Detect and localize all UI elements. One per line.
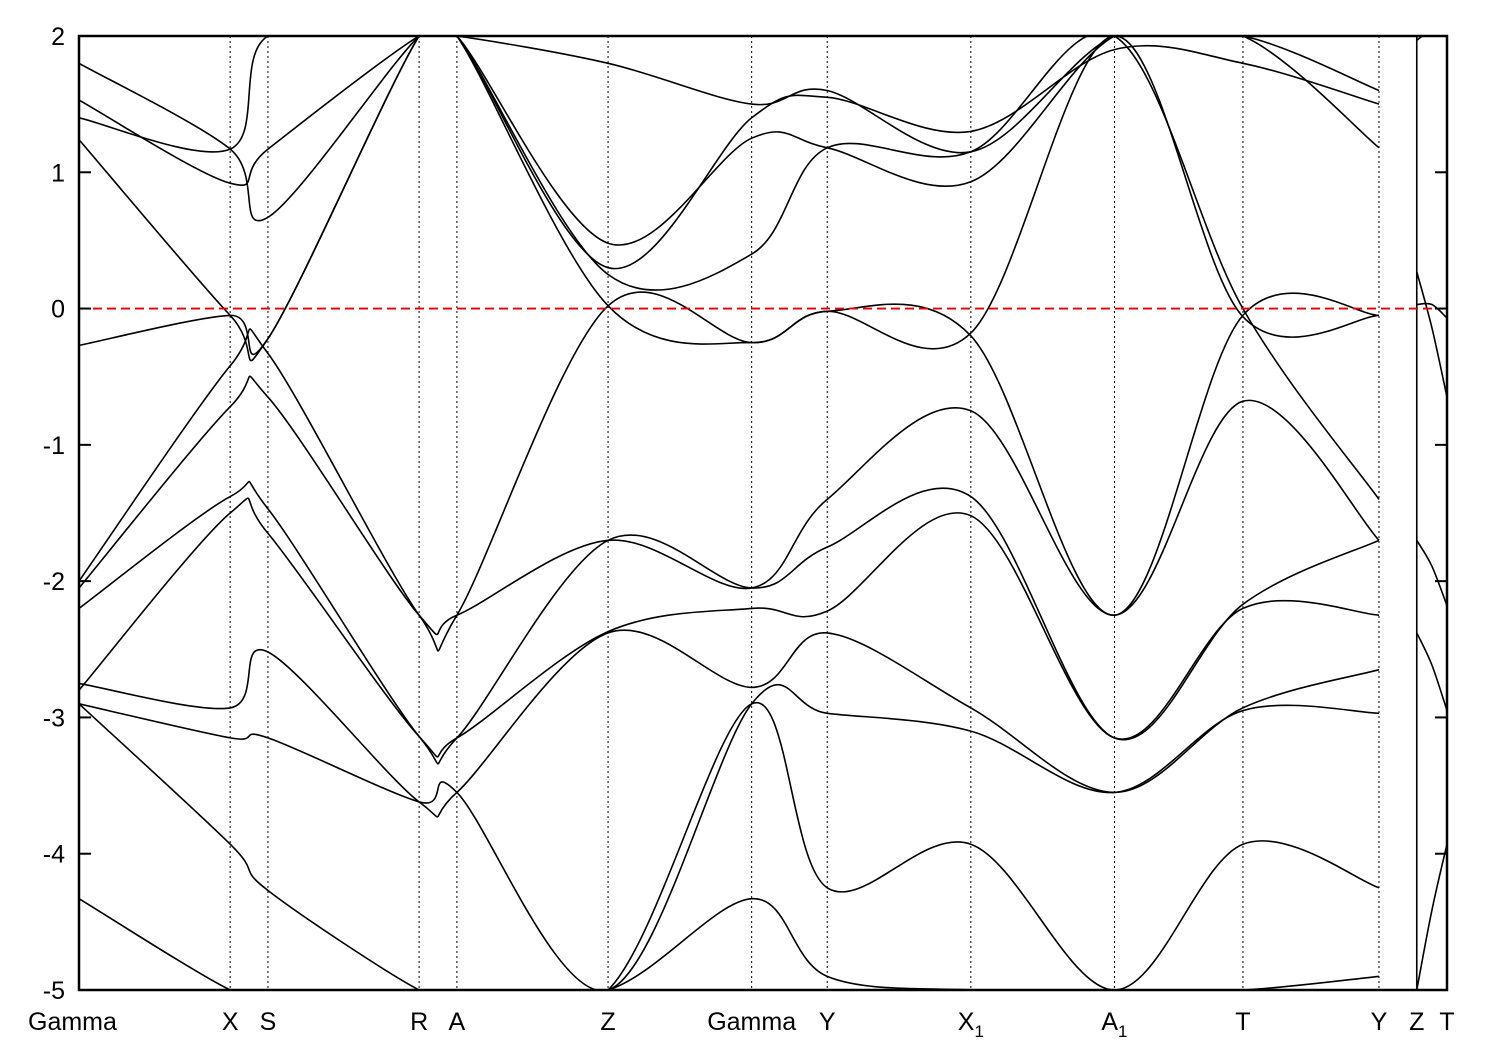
band-line bbox=[79, 36, 1380, 500]
kpoint-label: A bbox=[449, 1008, 466, 1036]
kpoint-label: Gamma bbox=[28, 1008, 117, 1036]
kpoint-label: T bbox=[1439, 1008, 1454, 1036]
band-line bbox=[1416, 302, 1447, 319]
y-tick-label: -2 bbox=[43, 568, 65, 596]
kpoint-labels: Gamma X S R A Z Gamma Y X1 A1 T Y Z T bbox=[28, 1008, 1455, 1041]
band-line bbox=[1416, 36, 1447, 41]
kpoint-label: R bbox=[410, 1008, 428, 1036]
y-tick-label: -4 bbox=[43, 841, 65, 869]
band-line bbox=[79, 497, 1380, 758]
band-line bbox=[79, 480, 1380, 765]
band-line bbox=[79, 375, 1380, 636]
y-tick-label: 0 bbox=[51, 296, 65, 324]
kpoint-label: X1 bbox=[958, 1008, 984, 1041]
kpoint-label: Y bbox=[819, 1008, 836, 1036]
kpoint-label: T bbox=[1235, 1008, 1250, 1036]
band-line bbox=[79, 36, 1380, 356]
band-line bbox=[79, 291, 1380, 652]
y-tick-label: -5 bbox=[43, 977, 65, 1005]
kpoint-label: A1 bbox=[1101, 1008, 1127, 1041]
band-line bbox=[1416, 539, 1447, 606]
band-line bbox=[79, 629, 1380, 818]
axis-ticks bbox=[79, 35, 1447, 991]
kpoint-label: X bbox=[222, 1008, 239, 1036]
y-tick-label: 2 bbox=[51, 23, 65, 51]
band-line bbox=[79, 36, 1380, 270]
plot-frame bbox=[77, 34, 1449, 992]
y-tick-label: -3 bbox=[43, 704, 65, 732]
y-tick-label: 1 bbox=[51, 159, 65, 187]
band-line bbox=[1416, 632, 1447, 711]
band-line bbox=[79, 36, 1380, 246]
kpoint-label: Z bbox=[1409, 1008, 1424, 1036]
band-line bbox=[79, 36, 1380, 222]
band-line bbox=[79, 897, 1380, 990]
band-line bbox=[1416, 844, 1447, 990]
y-tick-label: -1 bbox=[43, 432, 65, 460]
band-line bbox=[1416, 271, 1447, 398]
kpoint-label: Gamma bbox=[707, 1008, 796, 1036]
band-line bbox=[79, 701, 1380, 990]
kpoint-label: S bbox=[260, 1008, 277, 1036]
y-tick-labels: -5 -4 -3 -2 -1 0 1 2 bbox=[43, 23, 65, 1005]
kpoint-label: Z bbox=[600, 1008, 615, 1036]
band-lines bbox=[79, 36, 1447, 990]
kpoint-label: Y bbox=[1371, 1008, 1388, 1036]
band-line bbox=[79, 683, 1380, 990]
kpoint-divider-lines bbox=[229, 36, 1418, 990]
